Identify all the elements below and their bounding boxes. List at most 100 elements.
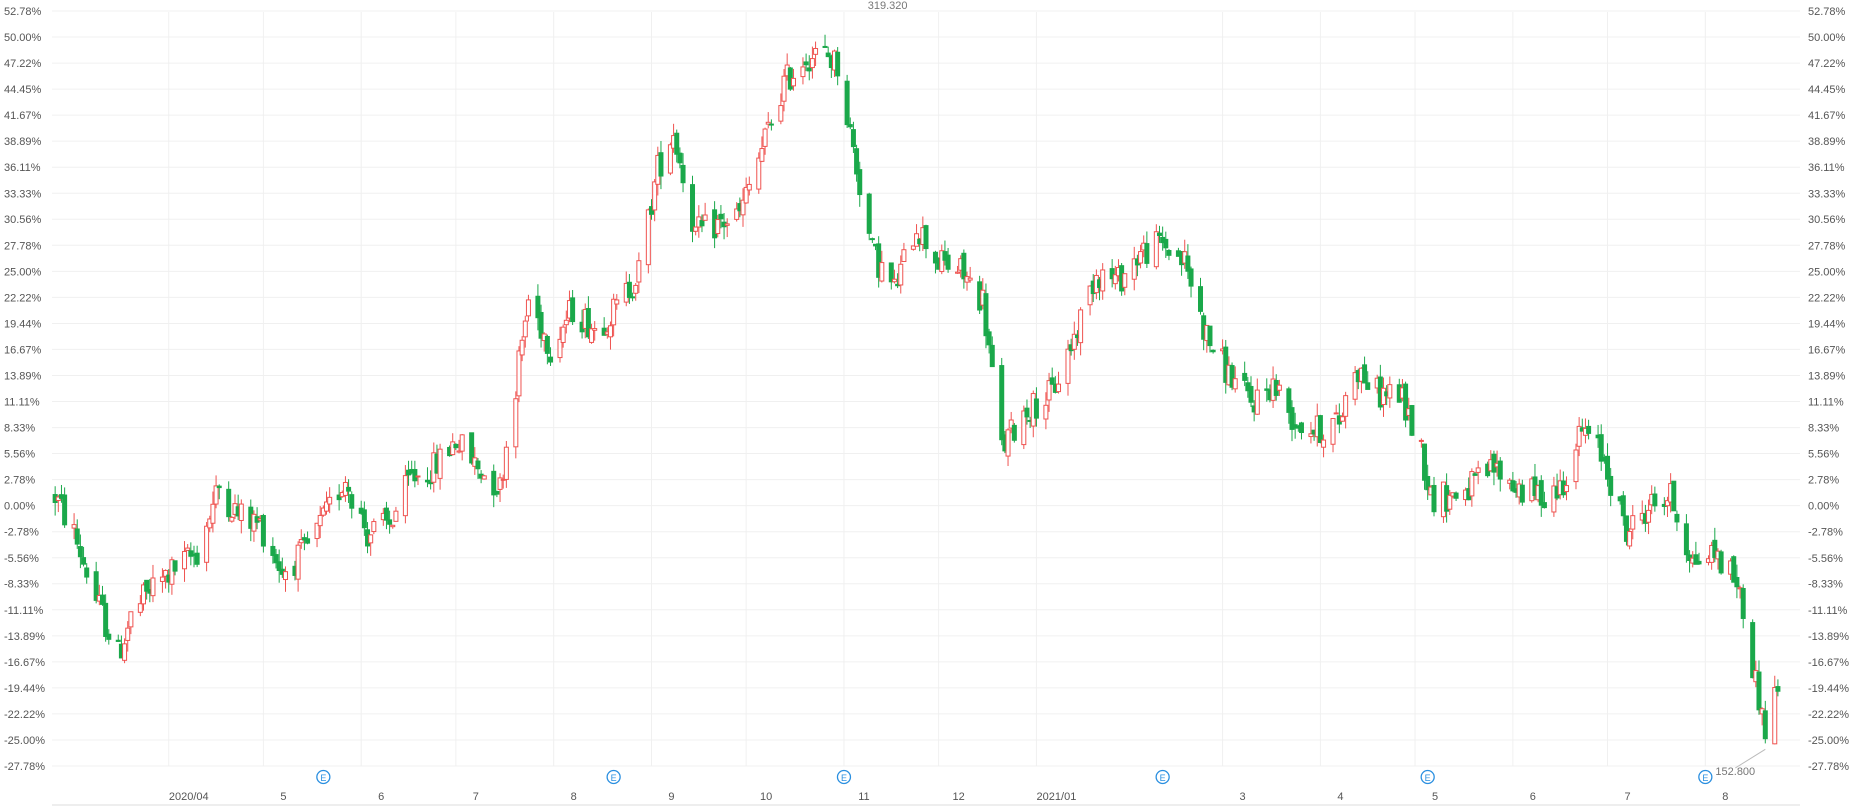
- candle[interactable]: [1144, 231, 1150, 269]
- candle[interactable]: [213, 475, 219, 509]
- candle[interactable]: [282, 566, 288, 592]
- candle[interactable]: [1598, 424, 1604, 471]
- candle[interactable]: [879, 250, 885, 283]
- candle[interactable]: [1011, 423, 1017, 443]
- candle[interactable]: [1560, 471, 1566, 498]
- candle[interactable]: [658, 141, 664, 190]
- candle[interactable]: [876, 236, 882, 288]
- candle[interactable]: [1308, 421, 1314, 444]
- candle[interactable]: [585, 296, 591, 339]
- candle[interactable]: [1248, 376, 1254, 408]
- earnings-marker-icon[interactable]: E: [1420, 769, 1435, 785]
- candle[interactable]: [1409, 404, 1415, 437]
- candle[interactable]: [74, 519, 80, 549]
- candle[interactable]: [1576, 417, 1582, 457]
- candle[interactable]: [1573, 443, 1579, 490]
- candle[interactable]: [314, 522, 320, 548]
- candle[interactable]: [1683, 514, 1689, 563]
- candle[interactable]: [99, 585, 105, 606]
- candle[interactable]: [163, 569, 169, 589]
- candle[interactable]: [327, 487, 333, 514]
- candle[interactable]: [77, 534, 83, 569]
- candle[interactable]: [813, 41, 819, 67]
- candle[interactable]: [305, 531, 311, 545]
- candle[interactable]: [1024, 399, 1030, 425]
- candle[interactable]: [762, 127, 768, 155]
- candle[interactable]: [1333, 404, 1339, 415]
- candle[interactable]: [494, 490, 500, 498]
- candle[interactable]: [1071, 321, 1077, 360]
- candle[interactable]: [1718, 549, 1724, 575]
- candle[interactable]: [1630, 504, 1636, 540]
- candle[interactable]: [746, 176, 752, 196]
- candle[interactable]: [1712, 527, 1718, 563]
- candle[interactable]: [734, 202, 740, 222]
- candle[interactable]: [273, 548, 279, 569]
- earnings-marker-icon[interactable]: E: [1698, 769, 1713, 785]
- candle[interactable]: [238, 499, 244, 534]
- candle[interactable]: [428, 470, 434, 490]
- candle[interactable]: [475, 458, 481, 479]
- candle[interactable]: [402, 465, 408, 524]
- candle[interactable]: [607, 321, 613, 350]
- candle[interactable]: [1418, 438, 1424, 448]
- candle[interactable]: [756, 152, 762, 194]
- candle[interactable]: [1750, 619, 1756, 679]
- candle[interactable]: [611, 293, 617, 337]
- candle[interactable]: [106, 629, 112, 645]
- candle[interactable]: [1674, 510, 1680, 532]
- candle[interactable]: [825, 46, 831, 58]
- candle[interactable]: [390, 524, 396, 529]
- candle[interactable]: [844, 74, 850, 128]
- candle[interactable]: [1112, 265, 1118, 290]
- candle[interactable]: [182, 541, 188, 582]
- candle[interactable]: [1519, 479, 1525, 506]
- candle[interactable]: [519, 336, 525, 362]
- earnings-marker-icon[interactable]: E: [836, 769, 852, 785]
- candle[interactable]: [847, 117, 853, 130]
- candle[interactable]: [93, 561, 99, 604]
- candle[interactable]: [1100, 263, 1106, 300]
- candle[interactable]: [1254, 378, 1260, 415]
- candle[interactable]: [1232, 366, 1238, 393]
- candle[interactable]: [1731, 555, 1737, 583]
- candle[interactable]: [955, 265, 961, 274]
- candle[interactable]: [923, 224, 929, 259]
- candle[interactable]: [1207, 325, 1213, 353]
- candle[interactable]: [1131, 246, 1137, 291]
- candle[interactable]: [361, 501, 367, 536]
- candle[interactable]: [718, 205, 724, 229]
- candle[interactable]: [1447, 489, 1453, 515]
- candle[interactable]: [803, 53, 809, 72]
- candle[interactable]: [809, 46, 815, 79]
- candle[interactable]: [1541, 491, 1547, 509]
- candle[interactable]: [1671, 480, 1677, 512]
- candle[interactable]: [1188, 266, 1194, 298]
- candle[interactable]: [491, 464, 497, 508]
- candle[interactable]: [1696, 552, 1702, 565]
- candle[interactable]: [1087, 285, 1093, 316]
- candle[interactable]: [945, 247, 951, 273]
- candle[interactable]: [857, 161, 863, 207]
- candle[interactable]: [1122, 273, 1128, 296]
- candle[interactable]: [1163, 231, 1169, 258]
- candle[interactable]: [806, 55, 812, 81]
- candle[interactable]: [415, 475, 421, 486]
- candle[interactable]: [525, 294, 531, 322]
- candle[interactable]: [538, 304, 544, 348]
- candle[interactable]: [1425, 464, 1431, 500]
- candle[interactable]: [103, 594, 109, 642]
- candle[interactable]: [368, 534, 374, 556]
- candle[interactable]: [589, 323, 595, 344]
- candle[interactable]: [1762, 700, 1768, 744]
- candle[interactable]: [1156, 225, 1162, 243]
- candle[interactable]: [1740, 584, 1746, 629]
- candle[interactable]: [387, 510, 393, 534]
- candle[interactable]: [560, 324, 566, 348]
- candle[interactable]: [481, 474, 487, 480]
- candle[interactable]: [888, 262, 894, 290]
- candle[interactable]: [1381, 377, 1387, 417]
- candle[interactable]: [630, 292, 636, 302]
